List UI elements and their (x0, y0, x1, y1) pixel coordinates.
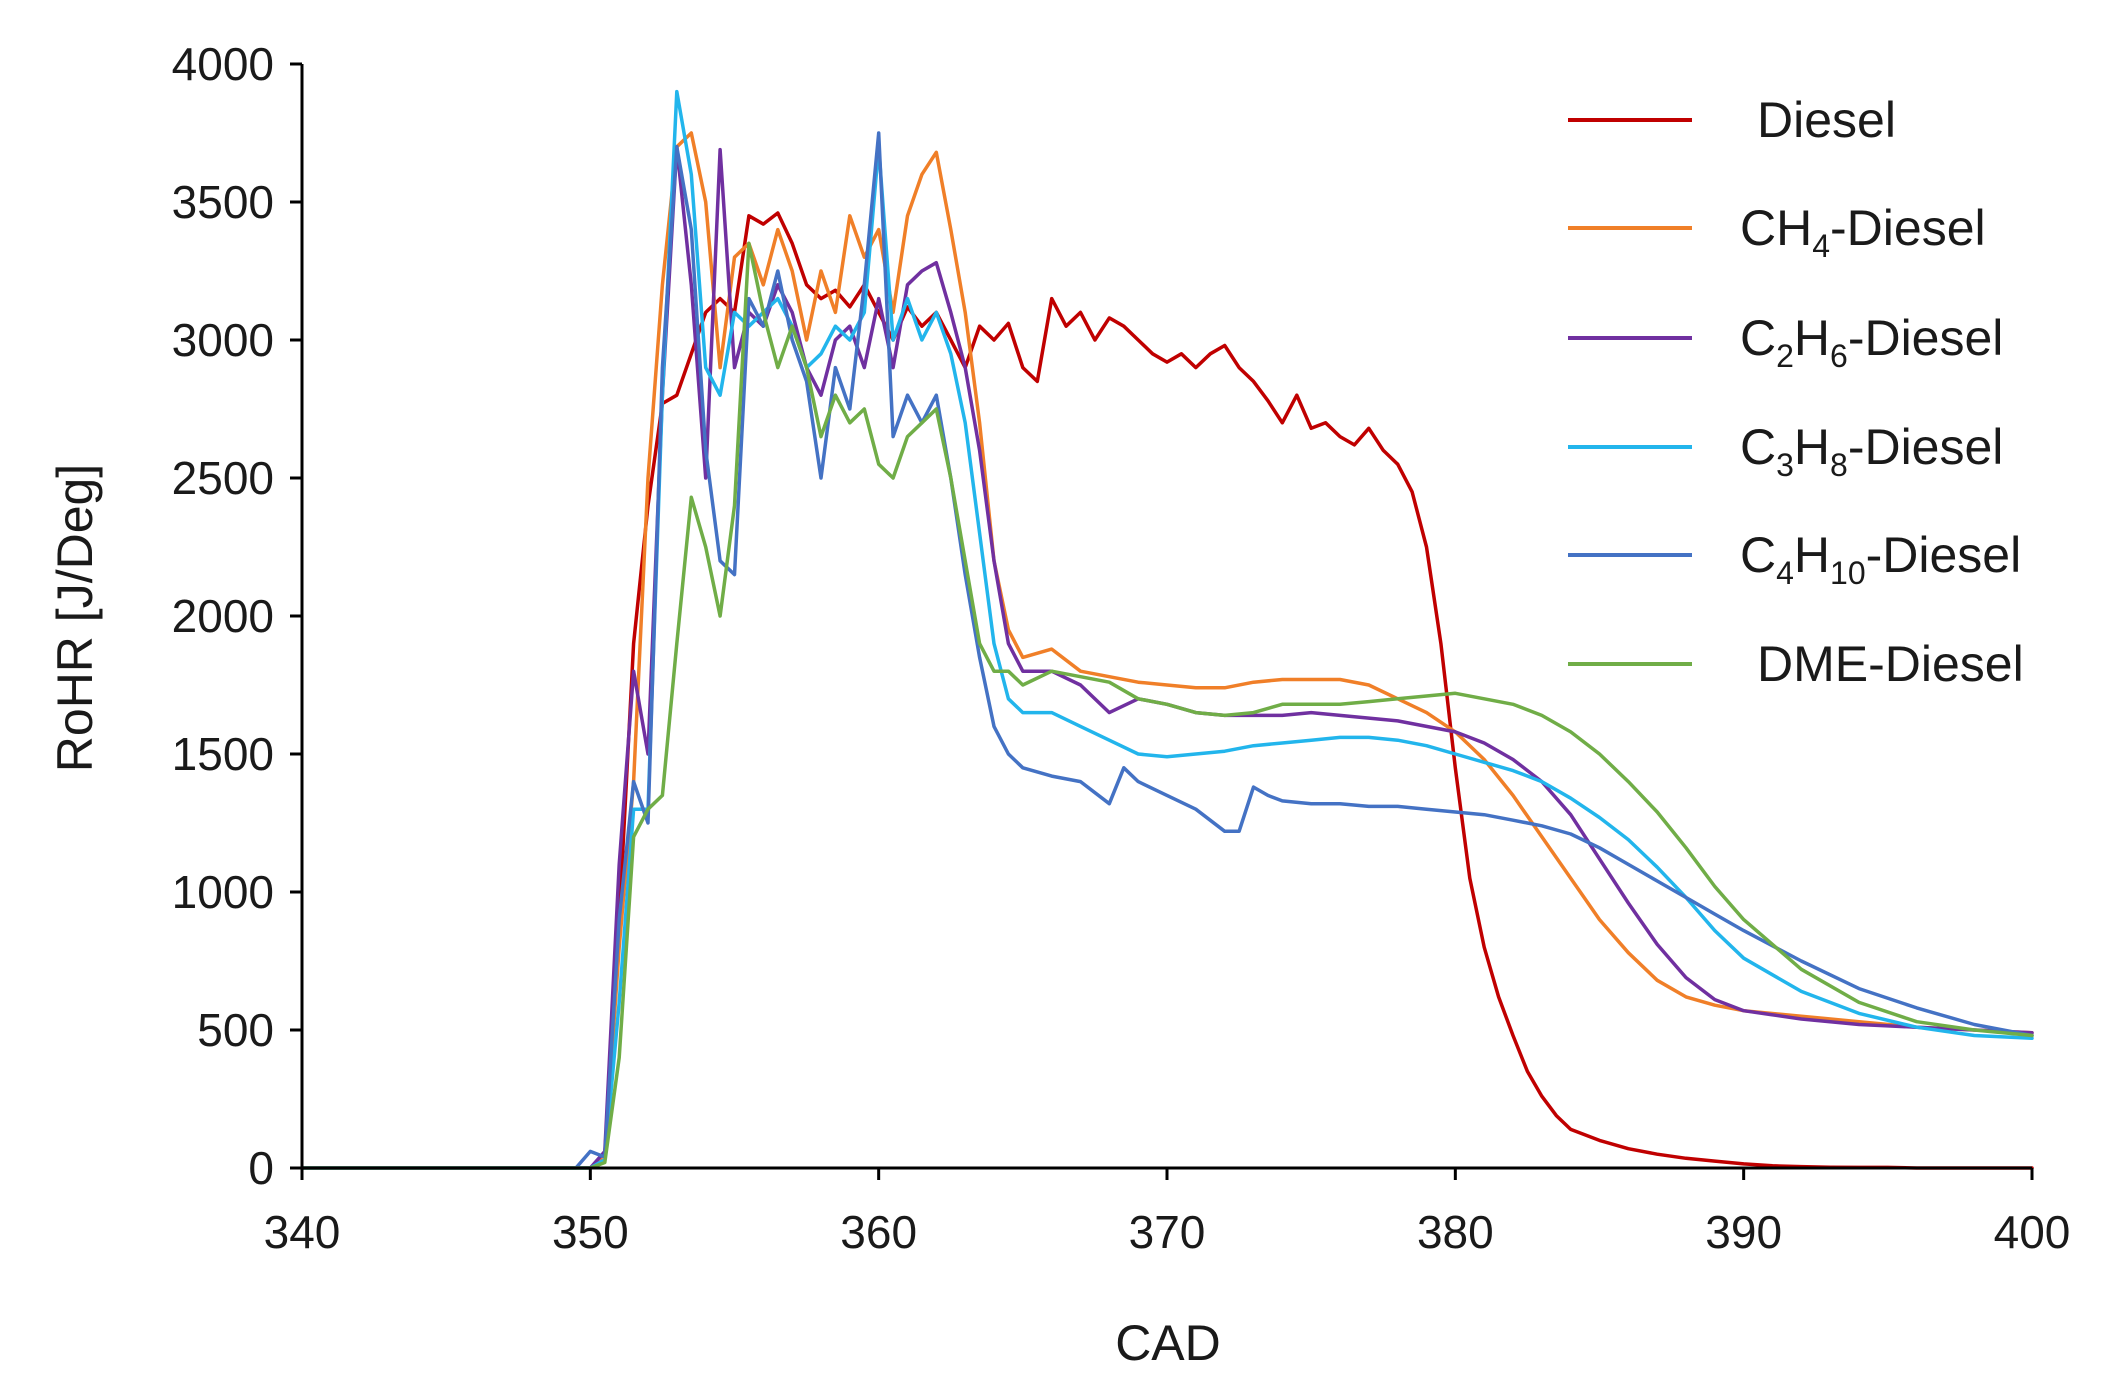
legend-label-subscript: 4 (1776, 555, 1794, 591)
x-tick-label: 390 (1705, 1206, 1782, 1258)
series-line-dme-diesel (300, 241, 2034, 1170)
legend-item-c2h6-diesel: C2H6-Diesel (1568, 310, 2003, 374)
legend-item-c4h10-diesel: C4H10-Diesel (1568, 527, 2021, 591)
legend-label-main: DME-Diesel (1757, 636, 2024, 692)
legend-label-part: -Diesel (1848, 419, 2004, 475)
legend-label-main: C (1740, 527, 1776, 583)
y-tick-label: 1000 (172, 866, 274, 918)
legend-label: C4H10-Diesel (1740, 527, 2021, 591)
legend-label-main: CH (1740, 200, 1812, 256)
legend-label-main: C (1740, 310, 1776, 366)
y-tick-label: 4000 (172, 38, 274, 90)
legend-label: DME-Diesel (1757, 636, 2024, 692)
y-tick-label: 2000 (172, 590, 274, 642)
legend-label-main: Diesel (1757, 92, 1896, 148)
x-tick-label: 400 (1994, 1206, 2071, 1258)
legend-label-subscript: 8 (1830, 447, 1848, 483)
legend-label-part: H (1794, 419, 1830, 475)
series-line-c2h6-diesel (300, 145, 2034, 1170)
legend-label-part: H (1794, 310, 1830, 366)
legend-label: Diesel (1757, 92, 1896, 148)
y-tick-label: 1500 (172, 728, 274, 780)
y-tick-label: 3500 (172, 176, 274, 228)
x-tick-label: 380 (1417, 1206, 1494, 1258)
legend-label-subscript: 2 (1776, 338, 1794, 374)
legend: DieselCH4-DieselC2H6-DieselC3H8-DieselC4… (1568, 92, 2024, 692)
axes (290, 62, 2034, 1180)
legend-label-subscript: 4 (1812, 228, 1830, 264)
legend-item-diesel: Diesel (1568, 92, 1896, 148)
legend-label-part: H (1794, 527, 1830, 583)
y-tick-label: 2500 (172, 452, 274, 504)
series-line-c4h10-diesel (300, 131, 2034, 1170)
legend-item-c3h8-diesel: C3H8-Diesel (1568, 419, 2003, 483)
x-tick-label: 370 (1129, 1206, 1206, 1258)
x-axis-title: CAD (1115, 1315, 1221, 1371)
legend-label: C2H6-Diesel (1740, 310, 2003, 374)
y-tick-label: 0 (248, 1142, 274, 1194)
legend-label: CH4-Diesel (1740, 200, 1986, 264)
legend-label-main: C (1740, 419, 1776, 475)
y-tick-label: 500 (197, 1004, 274, 1056)
y-tick-label: 3000 (172, 314, 274, 366)
y-axis-title: RoHR [J/Deg] (47, 464, 103, 772)
legend-label-part: -Diesel (1848, 310, 2004, 366)
legend-label-subscript: 10 (1830, 555, 1866, 591)
series-line-ch4-diesel (300, 131, 2034, 1170)
x-tick-label: 360 (840, 1206, 917, 1258)
legend-label: C3H8-Diesel (1740, 419, 2003, 483)
series-line-c3h8-diesel (300, 89, 2034, 1170)
x-tick-label: 340 (264, 1206, 341, 1258)
legend-label-subscript: 6 (1830, 338, 1848, 374)
legend-label-part: -Diesel (1866, 527, 2022, 583)
plot-lines (300, 89, 2034, 1170)
legend-label-part: -Diesel (1830, 200, 1986, 256)
legend-item-ch4-diesel: CH4-Diesel (1568, 200, 1986, 264)
legend-item-dme-diesel: DME-Diesel (1568, 636, 2024, 692)
legend-label-subscript: 3 (1776, 447, 1794, 483)
x-tick-label: 350 (552, 1206, 629, 1258)
series-line-diesel (300, 211, 2034, 1170)
